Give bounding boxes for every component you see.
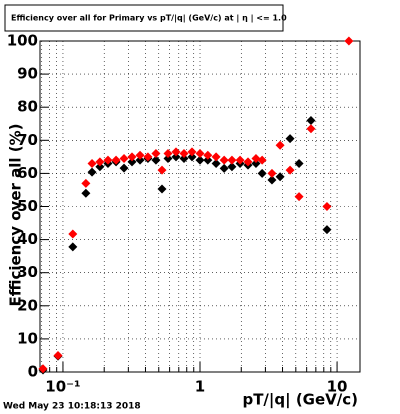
data-point xyxy=(163,149,173,159)
data-point xyxy=(219,155,229,165)
y-tick-label: 90 xyxy=(17,65,38,83)
data-point xyxy=(251,158,261,168)
data-point xyxy=(38,364,48,374)
data-point xyxy=(187,152,197,162)
data-point xyxy=(111,155,121,165)
data-point xyxy=(227,162,237,172)
data-point xyxy=(81,178,91,188)
data-point xyxy=(151,155,161,165)
y-tick-label: 60 xyxy=(17,164,38,182)
data-point xyxy=(344,36,354,46)
data-point xyxy=(294,192,304,202)
data-point xyxy=(306,124,316,134)
data-point xyxy=(179,154,189,164)
data-point xyxy=(87,158,97,168)
data-point xyxy=(179,149,189,159)
data-point xyxy=(87,167,97,177)
y-tick-label: 10 xyxy=(17,329,38,347)
data-point xyxy=(203,155,213,165)
x-axis-label: pT/|q| (GeV/c) xyxy=(242,391,358,410)
data-point xyxy=(163,154,173,164)
data-point xyxy=(211,152,221,162)
data-point xyxy=(68,242,78,252)
data-point xyxy=(257,155,267,165)
data-point xyxy=(195,155,205,165)
data-point xyxy=(151,149,161,159)
timestamp: Wed May 23 10:18:13 2018 xyxy=(3,402,141,412)
data-point xyxy=(257,168,267,178)
y-tick-label: 20 xyxy=(17,296,38,314)
y-axis-label: Efficiency over all (%) xyxy=(7,124,25,307)
data-point xyxy=(119,154,129,164)
title-box xyxy=(4,4,284,32)
data-point xyxy=(243,157,253,167)
data-point xyxy=(275,140,285,150)
data-point xyxy=(68,229,78,239)
data-point xyxy=(219,163,229,173)
data-point xyxy=(267,168,277,178)
x-tick-label: 10⁻¹ xyxy=(45,378,80,396)
chart-title: Efficiency over all for Primary vs pT/|q… xyxy=(11,14,287,23)
data-point xyxy=(187,147,197,157)
data-point xyxy=(119,163,129,173)
y-tick-label: 100 xyxy=(7,32,38,50)
data-point xyxy=(135,150,145,160)
data-point xyxy=(285,165,295,175)
data-point xyxy=(322,202,332,211)
data-point xyxy=(95,162,105,172)
plot-frame xyxy=(39,40,361,373)
y-tick-label: 0 xyxy=(28,363,38,381)
data-point xyxy=(143,152,153,162)
data-point xyxy=(251,154,261,164)
data-point xyxy=(171,147,181,157)
data-point xyxy=(157,165,167,175)
data-point xyxy=(103,155,113,165)
data-point xyxy=(53,350,63,360)
x-tick-label: 10 xyxy=(327,378,348,396)
data-point xyxy=(211,158,221,168)
data-point xyxy=(227,155,237,165)
y-tick-label: 30 xyxy=(17,263,38,281)
y-tick-label: 70 xyxy=(17,131,38,149)
y-tick-label: 40 xyxy=(17,230,38,248)
x-tick-label: 1 xyxy=(195,378,205,396)
data-point xyxy=(322,225,332,235)
data-point xyxy=(127,152,137,162)
y-tick-label: 50 xyxy=(17,197,38,215)
data-point xyxy=(294,158,304,168)
data-point xyxy=(171,152,181,162)
y-tick-label: 80 xyxy=(17,98,38,116)
data-point xyxy=(81,188,91,198)
data-point xyxy=(203,150,213,160)
data-point xyxy=(235,155,245,165)
data-point xyxy=(195,149,205,159)
data-point xyxy=(127,157,137,167)
data-point xyxy=(306,115,316,125)
data-point xyxy=(267,175,277,185)
data-point xyxy=(275,172,285,182)
data-point xyxy=(285,134,295,144)
data-point xyxy=(95,157,105,167)
data-point xyxy=(157,184,167,194)
data-point xyxy=(135,155,145,165)
